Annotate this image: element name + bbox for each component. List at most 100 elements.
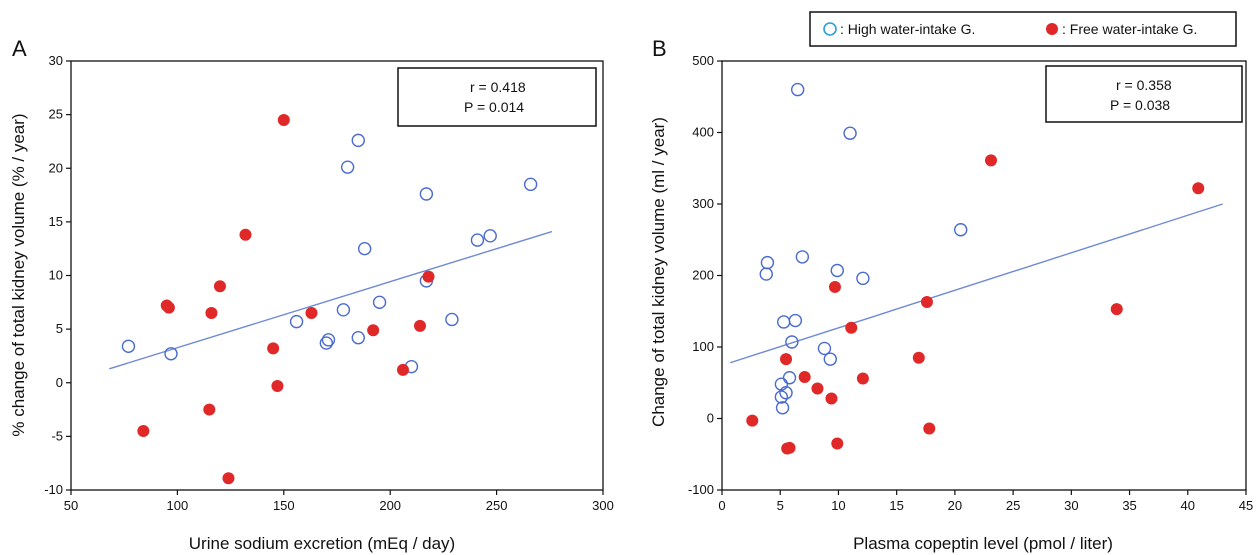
- panel-a-y-tick-label: 0: [56, 375, 63, 390]
- panel-b: B 0 5 10 15 20 25 30 35 40 45 -100 0 100 200 300 400 500…: [649, 36, 1253, 553]
- panel-b-point-high-water: [759, 267, 773, 281]
- panel-a-point-high-water: [351, 331, 365, 345]
- panel-b-trendline: [729, 203, 1223, 364]
- panel-b-x-tick-label: 25: [1006, 498, 1020, 513]
- panel-a-point-free-water: [137, 425, 150, 438]
- panel-a-point-high-water: [357, 241, 372, 256]
- panel-a: A 50 100 150 200 250 300 -10 -5 0 5 10 15 20 25 30 r =…: [9, 36, 614, 553]
- panel-a-x-tick-label: 300: [592, 498, 614, 513]
- panel-b-point-free-water: [845, 321, 858, 334]
- panel-b-y-tick-label: 100: [692, 339, 714, 354]
- panel-b-point-free-water: [798, 371, 811, 384]
- panel-b-point-high-water: [830, 263, 844, 278]
- panel-b-y-axis-label: Change of total kidney volume (ml / year…: [649, 117, 668, 427]
- panel-a-point-free-water: [277, 113, 290, 126]
- panel-b-point-high-water: [795, 250, 810, 264]
- panel-b-point-high-water: [856, 271, 870, 286]
- panel-a-y-tick-label: 30: [49, 53, 63, 68]
- panel-a-y-tick-label: -10: [44, 482, 63, 497]
- panel-a-r-value: r = 0.418: [470, 79, 526, 95]
- panel-a-point-free-water: [205, 307, 218, 320]
- panel-b-r-value: r = 0.358: [1116, 77, 1172, 93]
- panel-b-point-free-water: [1110, 303, 1123, 316]
- panel-b-point-high-water: [775, 401, 790, 415]
- panel-b-point-high-water: [779, 386, 793, 400]
- panel-a-point-free-water: [413, 319, 426, 332]
- panel-a-y-tick-label: 10: [49, 268, 63, 283]
- panel-a-point-high-water: [372, 295, 387, 310]
- panel-a-x-tick-label: 200: [379, 498, 401, 513]
- panel-b-x-tick-label: 10: [831, 498, 845, 513]
- panel-a-x-tick-label: 250: [486, 498, 508, 513]
- legend-marker-high: [823, 22, 837, 36]
- panel-a-point-free-water: [367, 324, 380, 337]
- panel-a-p-value: P = 0.014: [464, 99, 524, 115]
- panel-b-point-high-water: [954, 223, 968, 237]
- panel-a-point-free-water: [162, 301, 175, 314]
- panel-a-point-free-water: [271, 379, 284, 392]
- panel-a-point-free-water: [239, 228, 252, 241]
- panel-b-point-free-water: [923, 422, 936, 435]
- panel-b-ticks: 0 5 10 15 20 25 30 35 40 45 -100 0 100 200 300 400 500: [688, 53, 1253, 513]
- panel-a-trendline: [109, 230, 553, 370]
- panel-a-y-tick-label: 5: [56, 321, 63, 336]
- panel-b-point-free-water: [783, 441, 796, 454]
- panel-b-y-tick-label: 0: [707, 411, 714, 426]
- panel-a-point-high-water: [289, 314, 304, 329]
- panel-b-point-high-water: [788, 313, 803, 328]
- panel-a-stats-box: [397, 67, 597, 127]
- panel-a-point-free-water: [222, 472, 235, 485]
- panel-b-point-free-water: [811, 382, 824, 395]
- panel-a-y-tick-label: 15: [49, 214, 63, 229]
- panel-a-point-high-water: [445, 312, 459, 327]
- panel-a-point-high-water: [351, 133, 365, 148]
- panel-b-stats-box: [1045, 65, 1243, 123]
- panel-a-point-high-water: [164, 347, 178, 361]
- panel-b-point-free-water: [831, 437, 844, 450]
- panel-b-x-axis-label: Plasma copeptin level (pmol / liter): [853, 534, 1113, 553]
- panel-b-point-free-water: [746, 414, 759, 427]
- panel-a-point-high-water: [419, 187, 434, 201]
- panel-a-point-high-water: [121, 339, 136, 353]
- panel-b-point-free-water: [920, 295, 933, 308]
- legend-marker-free: [1046, 23, 1058, 35]
- panel-b-point-high-water: [777, 315, 791, 329]
- panel-b-point-high-water: [774, 390, 789, 404]
- panel-a-x-tick-label: 50: [64, 498, 78, 513]
- panel-b-point-free-water: [1192, 182, 1205, 195]
- panel-b-x-tick-label: 5: [777, 498, 784, 513]
- panel-b-point-high-water: [760, 255, 775, 270]
- panel-a-point-high-water: [336, 303, 351, 317]
- panel-a-point-high-water: [470, 233, 485, 247]
- panel-b-y-tick-label: 300: [692, 196, 714, 211]
- panel-b-p-value: P = 0.038: [1110, 97, 1170, 113]
- panel-a-y-tick-label: 20: [49, 160, 63, 175]
- panel-b-point-free-water: [780, 353, 793, 366]
- panel-a-point-high-water: [340, 160, 355, 174]
- panel-b-point-free-water: [828, 280, 841, 293]
- panel-b-x-tick-label: 30: [1064, 498, 1078, 513]
- panel-b-x-tick-label: 45: [1239, 498, 1253, 513]
- panel-b-y-tick-label: 200: [692, 268, 714, 283]
- panel-b-point-free-water: [825, 392, 838, 405]
- panel-a-point-free-water: [396, 363, 409, 376]
- panel-b-points: [746, 82, 1205, 455]
- panel-b-x-tick-label: 15: [889, 498, 903, 513]
- panel-a-letter: A: [12, 36, 27, 61]
- panel-a-point-free-water: [305, 307, 318, 320]
- panel-b-point-free-water: [912, 351, 925, 364]
- panel-a-x-axis-label: Urine sodium excretion (mEq / day): [189, 534, 455, 553]
- panel-a-ticks: 50 100 150 200 250 300 -10 -5 0 5 10 15 20 25 30: [44, 53, 614, 513]
- panel-a-point-free-water: [422, 270, 435, 283]
- panel-a-point-high-water: [483, 229, 497, 243]
- panel-b-point-high-water: [782, 371, 797, 385]
- panel-b-x-tick-label: 35: [1122, 498, 1136, 513]
- panel-b-x-tick-label: 0: [718, 498, 725, 513]
- legend: : High water-intake G. : Free water-inta…: [809, 11, 1237, 47]
- panel-a-point-free-water: [267, 342, 280, 355]
- panel-a-x-tick-label: 100: [167, 498, 189, 513]
- panel-b-plot-frame: [721, 60, 1247, 491]
- panel-b-point-high-water: [843, 126, 857, 140]
- panel-b-x-tick-label: 20: [948, 498, 962, 513]
